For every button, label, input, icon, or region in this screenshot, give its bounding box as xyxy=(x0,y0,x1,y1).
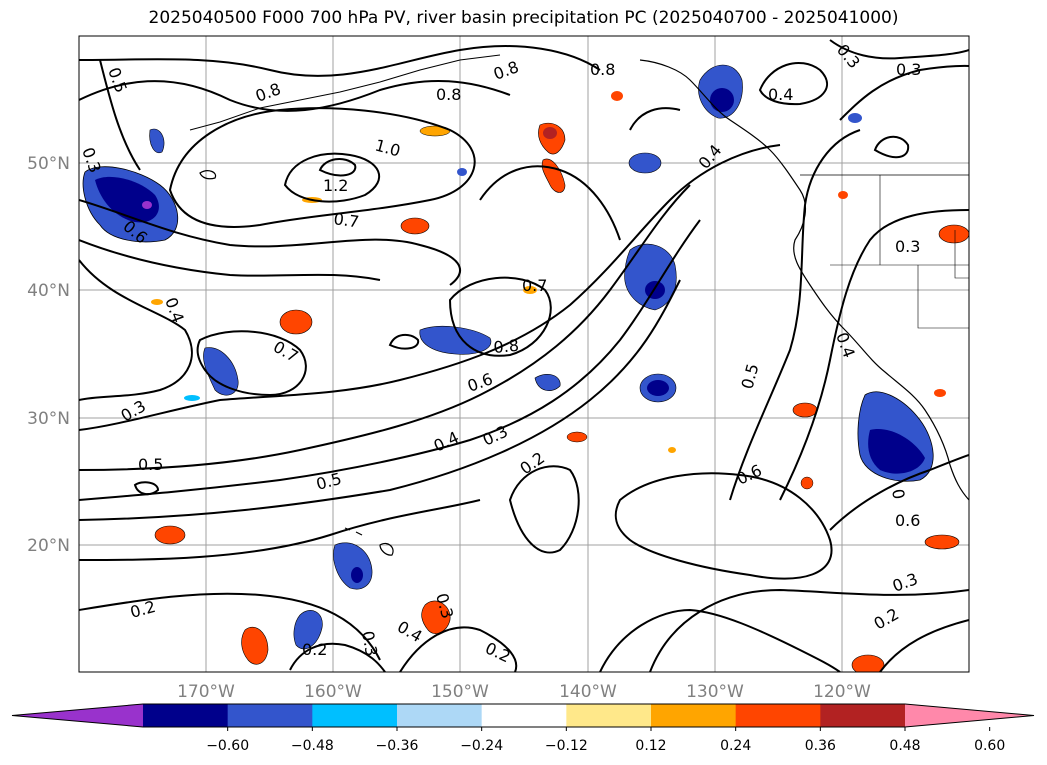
map-frame xyxy=(78,35,970,673)
map-title: 2025040500 F000 700 hPa PV, river basin … xyxy=(148,8,899,28)
contour-label: 0.8 xyxy=(493,336,520,357)
colorbar-extend-low xyxy=(12,704,143,727)
colorbar-segment xyxy=(735,704,821,727)
colorbar-tick-label: −0.48 xyxy=(291,738,334,754)
coastlines xyxy=(189,54,969,556)
contour-label: 0.8 xyxy=(590,60,615,79)
colorbar-tick-label: 0.48 xyxy=(889,738,920,754)
contour-label: 0 xyxy=(888,487,908,500)
contour-label: 0.7 xyxy=(332,209,360,231)
map-area xyxy=(79,36,969,672)
colorbar-tick-label: −0.36 xyxy=(376,738,419,754)
contour-label: 0.8 xyxy=(436,85,461,104)
pv-contours xyxy=(79,39,969,672)
lon-label: 140°W xyxy=(559,682,617,702)
colorbar-outline xyxy=(11,703,1035,728)
negative-precip-areas xyxy=(82,64,934,650)
colorbar-segment xyxy=(651,704,737,727)
lat-label: 40°N xyxy=(27,281,70,301)
contour-label: 0.6 xyxy=(895,511,920,530)
colorbar: −0.60 −0.48 −0.36 −0.24 −0.12 0.12 0.24 0.36 0.4… xyxy=(11,703,1035,754)
lon-label: 160°W xyxy=(304,682,362,702)
colorbar-segment xyxy=(566,704,652,727)
colorbar-segment xyxy=(227,704,313,727)
contour-label: 0.5 xyxy=(138,455,163,474)
colorbar-tick-label: −0.60 xyxy=(206,738,249,754)
colorbar-tick-label: −0.24 xyxy=(460,738,503,754)
lon-label: 150°W xyxy=(431,682,489,702)
colorbar-tick-label: 0.36 xyxy=(805,738,836,754)
colorbar-segment xyxy=(312,704,398,727)
colorbar-segment xyxy=(143,704,229,727)
colorbar-extend-high xyxy=(905,704,1034,727)
lon-label: 120°W xyxy=(813,682,871,702)
lon-label: 170°W xyxy=(177,682,235,702)
longitude-labels: 170°W 160°W 150°W 140°W 130°W 120°W xyxy=(177,682,871,702)
contour-label: 0.2 xyxy=(302,640,327,659)
contour-label: 0.4 xyxy=(768,85,793,104)
lat-label: 50°N xyxy=(27,154,70,174)
lat-label: 20°N xyxy=(27,536,70,556)
colorbar-tick-label: 0.60 xyxy=(974,738,1005,754)
lat-label: 30°N xyxy=(27,409,70,429)
colorbar-tick-label: 0.12 xyxy=(635,738,666,754)
colorbar-tick-label: 0.24 xyxy=(720,738,751,754)
latitude-labels: 50°N 40°N 30°N 20°N xyxy=(27,154,70,556)
contour-label: 0.3 xyxy=(358,629,381,657)
colorbar-segment xyxy=(481,704,567,727)
contour-label: 0.3 xyxy=(895,237,920,256)
colorbar-segment xyxy=(820,704,906,727)
contour-label: 0.3 xyxy=(896,60,921,79)
contour-label: 1.2 xyxy=(323,176,348,195)
colorbar-segment xyxy=(397,704,483,727)
contour-label: 0.7 xyxy=(522,276,547,295)
lon-label: 130°W xyxy=(686,682,744,702)
colorbar-tick-label: −0.12 xyxy=(545,738,588,754)
